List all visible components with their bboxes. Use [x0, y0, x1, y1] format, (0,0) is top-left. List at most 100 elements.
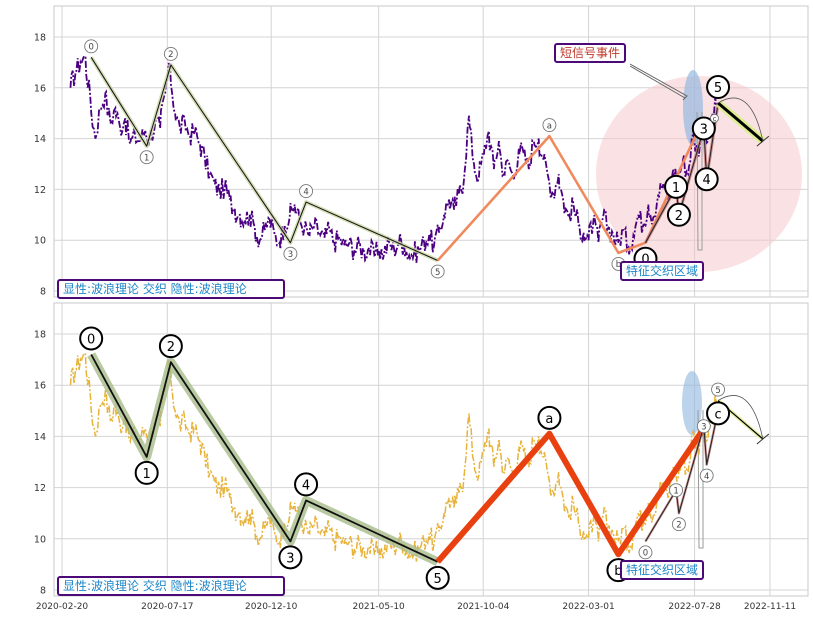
top-wave-label-text: a	[547, 121, 552, 131]
top-ytick-label: 12	[34, 185, 46, 196]
top-wave-label-circle	[710, 113, 719, 123]
top-wave-label-circle	[691, 116, 716, 141]
top-wave-label: 0	[84, 39, 99, 54]
bottom-wave-label: 4	[699, 468, 714, 483]
bottom-zone-label-box	[620, 560, 704, 580]
top-event-label-box	[554, 43, 626, 63]
bottom-wave-label-circle	[537, 405, 562, 430]
top-price-series	[69, 54, 719, 263]
bottom-ytick-label: 18	[34, 330, 46, 341]
top-corrective-wave-line	[436, 125, 702, 262]
bottom-wave-label-circle	[696, 419, 711, 434]
top-wave-label: 4	[299, 184, 314, 199]
top-wave-label: 2	[666, 202, 691, 227]
xtick-label: 2020-02-20	[36, 602, 89, 612]
xtick-label: 2022-11-11	[744, 602, 796, 612]
top-wave-label: 5	[430, 264, 445, 279]
bottom-plot-content: 0 1 2 3 4 5 a b 0 1 2 3 4 5 c	[69, 326, 770, 590]
bottom-wave-label-circle	[699, 468, 714, 483]
bottom-ytick-label: 14	[34, 432, 46, 443]
bottom-price-series	[69, 351, 719, 562]
top-wave-label: 4	[694, 167, 719, 192]
top-wave-label-text: 3	[288, 250, 293, 260]
bottom-wave-label-text: 3	[701, 422, 706, 432]
bottom-ytick-label: 16	[34, 381, 46, 392]
bottom-ytick-label: 12	[34, 483, 46, 494]
top-method-label: 显性:波浪理论 交织 隐性:波浪理论	[63, 281, 247, 296]
bottom-wave-label-text: 5	[715, 386, 720, 396]
bottom-wave-label-text: 0	[87, 332, 95, 347]
top-wave-label-circle	[694, 167, 719, 192]
top-wave-label-text: 0	[88, 43, 93, 53]
top-wave-label: 2	[163, 46, 178, 61]
top-wave-label: 1	[139, 150, 154, 165]
top-wave-label: 3	[691, 116, 716, 141]
bottom-wave-label-circle	[706, 401, 731, 426]
bottom-wave-label: a	[537, 405, 562, 430]
bottom-wave-label-circle	[134, 460, 159, 485]
top-wave-label: 1	[664, 174, 689, 199]
top-wave-label-circle	[664, 174, 689, 199]
top-wave-label-text: 1	[144, 154, 149, 164]
bottom-wave-label: 0	[638, 545, 653, 560]
top-wave-label-text: 4	[303, 187, 308, 197]
bottom-wave-label-text: 4	[302, 478, 310, 493]
bottom-method-label: 显性:波浪理论 交织 隐性:波浪理论	[63, 578, 247, 593]
bottom-wave-label-circle	[278, 545, 303, 570]
top-wave-label-text: 5	[435, 268, 440, 278]
top-wave-label-text: 2	[675, 209, 683, 224]
top-event-arrow	[629, 63, 688, 101]
bottom-wave-label-text: b	[614, 564, 622, 579]
bottom-wave-label: 4	[294, 472, 319, 497]
bottom-wave-label: c	[706, 401, 731, 426]
bottom-wave-label-text: 5	[434, 572, 442, 587]
top-wave-label: c	[710, 113, 719, 123]
top-ytick-label: 18	[34, 33, 46, 44]
bottom-wave-label-text: 3	[286, 551, 294, 566]
top-forecast-arc	[717, 97, 764, 142]
top-method-label-box	[57, 279, 285, 299]
bottom-ytick-label: 10	[34, 534, 46, 545]
bottom-corrective-wave-line	[435, 427, 707, 564]
bottom-method-label-box	[57, 576, 285, 596]
bottom-forecast-tick	[756, 433, 770, 445]
xtick-label: 2020-12-10	[245, 602, 298, 612]
top-wave-label: 3	[283, 246, 298, 261]
bottom-zone-label: 特征交织区域	[626, 562, 698, 577]
top-ytick-label: 8	[40, 287, 46, 298]
bottom-forecast-arc	[717, 395, 764, 440]
bottom-wave-label-circle	[711, 382, 726, 397]
top-wave-label-circle	[283, 246, 298, 261]
bottom-wave-label-text: 0	[643, 549, 648, 559]
top-wave-label-circle	[139, 150, 154, 165]
xtick-label: 2021-05-10	[352, 602, 405, 612]
top-wave-label-text: b	[616, 260, 621, 270]
bottom-wave-label: 5	[711, 382, 726, 397]
bottom-wave-label-text: 4	[704, 472, 709, 482]
bottom-wave-label-circle	[79, 326, 104, 351]
top-wave-label-text: c	[713, 115, 717, 123]
bottom-wave-label-circle	[669, 483, 684, 498]
top-ytick-label: 14	[34, 134, 46, 145]
bottom-wave-label-text: c	[714, 407, 721, 422]
top-ytick-label: 16	[34, 83, 46, 94]
bottom-wave-label-text: a	[545, 412, 553, 427]
bottom-ytick-label: 8	[40, 586, 46, 597]
bottom-wave-label: 5	[425, 565, 450, 590]
top-wave-label-circle	[706, 75, 731, 100]
top-wave-label-circle	[84, 39, 99, 54]
top-wave-label-text: 1	[672, 181, 680, 196]
top-wave-label: a	[542, 118, 557, 133]
bottom-wave-label-text: 2	[167, 340, 175, 355]
bottom-wave-label: 1	[134, 460, 159, 485]
bottom-wave-label-text: 1	[673, 486, 678, 496]
bottom-main-wave-line	[90, 354, 439, 563]
bottom-wave-label-circle	[158, 334, 183, 359]
bottom-wave-label-text: 2	[676, 521, 681, 531]
top-wave-label-text: 5	[714, 81, 722, 96]
xtick-label: 2022-07-28	[668, 602, 721, 612]
